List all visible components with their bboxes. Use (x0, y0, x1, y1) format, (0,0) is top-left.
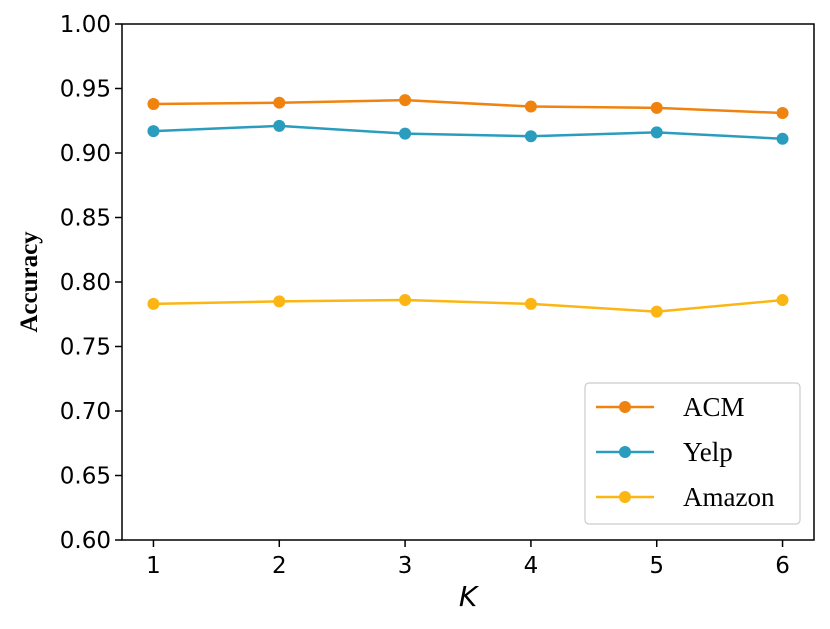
y-tick-label: 0.75 (60, 335, 111, 361)
x-tick-label: 4 (524, 553, 539, 579)
axes-layer: 1 2 3 4 5 6 0.60 0.65 0.70 0.75 0.80 0.85 0.90 0.95 1.… (60, 12, 790, 579)
y-axis-label: Accuracy (16, 231, 43, 333)
data-point (524, 100, 537, 113)
y-tick-label: 0.85 (60, 206, 111, 232)
x-tick-label: 3 (398, 553, 413, 579)
legend: ACM Yelp Amazon (584, 382, 801, 525)
data-point (147, 125, 160, 138)
y-tick-label: 0.80 (60, 270, 111, 296)
data-point (147, 297, 160, 310)
series-amazon (147, 294, 789, 318)
legend-marker (619, 491, 631, 503)
data-point (776, 132, 789, 145)
x-tick-label: 6 (775, 553, 790, 579)
x-tick-label: 1 (146, 553, 161, 579)
legend-box (584, 382, 801, 525)
series-line (153, 98, 783, 115)
y-tick-label: 0.70 (60, 399, 111, 425)
data-point (399, 294, 412, 307)
legend-label: Yelp (683, 437, 733, 467)
legend-item-acm: ACM (596, 392, 745, 422)
series-acm (147, 94, 789, 120)
x-tick-label: 2 (272, 553, 287, 579)
data-point (273, 119, 286, 132)
series-layer (147, 94, 789, 318)
data-point (776, 294, 789, 307)
y-tick-label: 0.90 (60, 141, 111, 167)
data-point (399, 94, 412, 107)
legend-marker (619, 446, 631, 458)
legend-item-yelp: Yelp (596, 437, 733, 467)
legend-marker (619, 401, 631, 413)
y-tick-label: 0.60 (60, 528, 111, 554)
data-point (650, 126, 663, 139)
y-tick-label: 0.65 (60, 464, 111, 490)
data-point (273, 295, 286, 308)
legend-label: ACM (683, 392, 745, 422)
data-point (524, 130, 537, 143)
data-point (147, 97, 160, 110)
data-point (776, 107, 789, 120)
legend-item-amazon: Amazon (596, 482, 775, 512)
data-point (524, 297, 537, 310)
data-point (650, 101, 663, 114)
y-tick-label: 1.00 (60, 12, 111, 38)
y-tick-label: 0.95 (60, 77, 111, 103)
series-line (153, 124, 783, 141)
data-point (650, 305, 663, 318)
data-point (399, 127, 412, 140)
x-axis-label: K (459, 580, 480, 613)
data-point (273, 96, 286, 109)
legend-label: Amazon (683, 482, 775, 512)
series-line (153, 298, 783, 313)
series-yelp (147, 119, 789, 145)
x-tick-label: 5 (649, 553, 664, 579)
